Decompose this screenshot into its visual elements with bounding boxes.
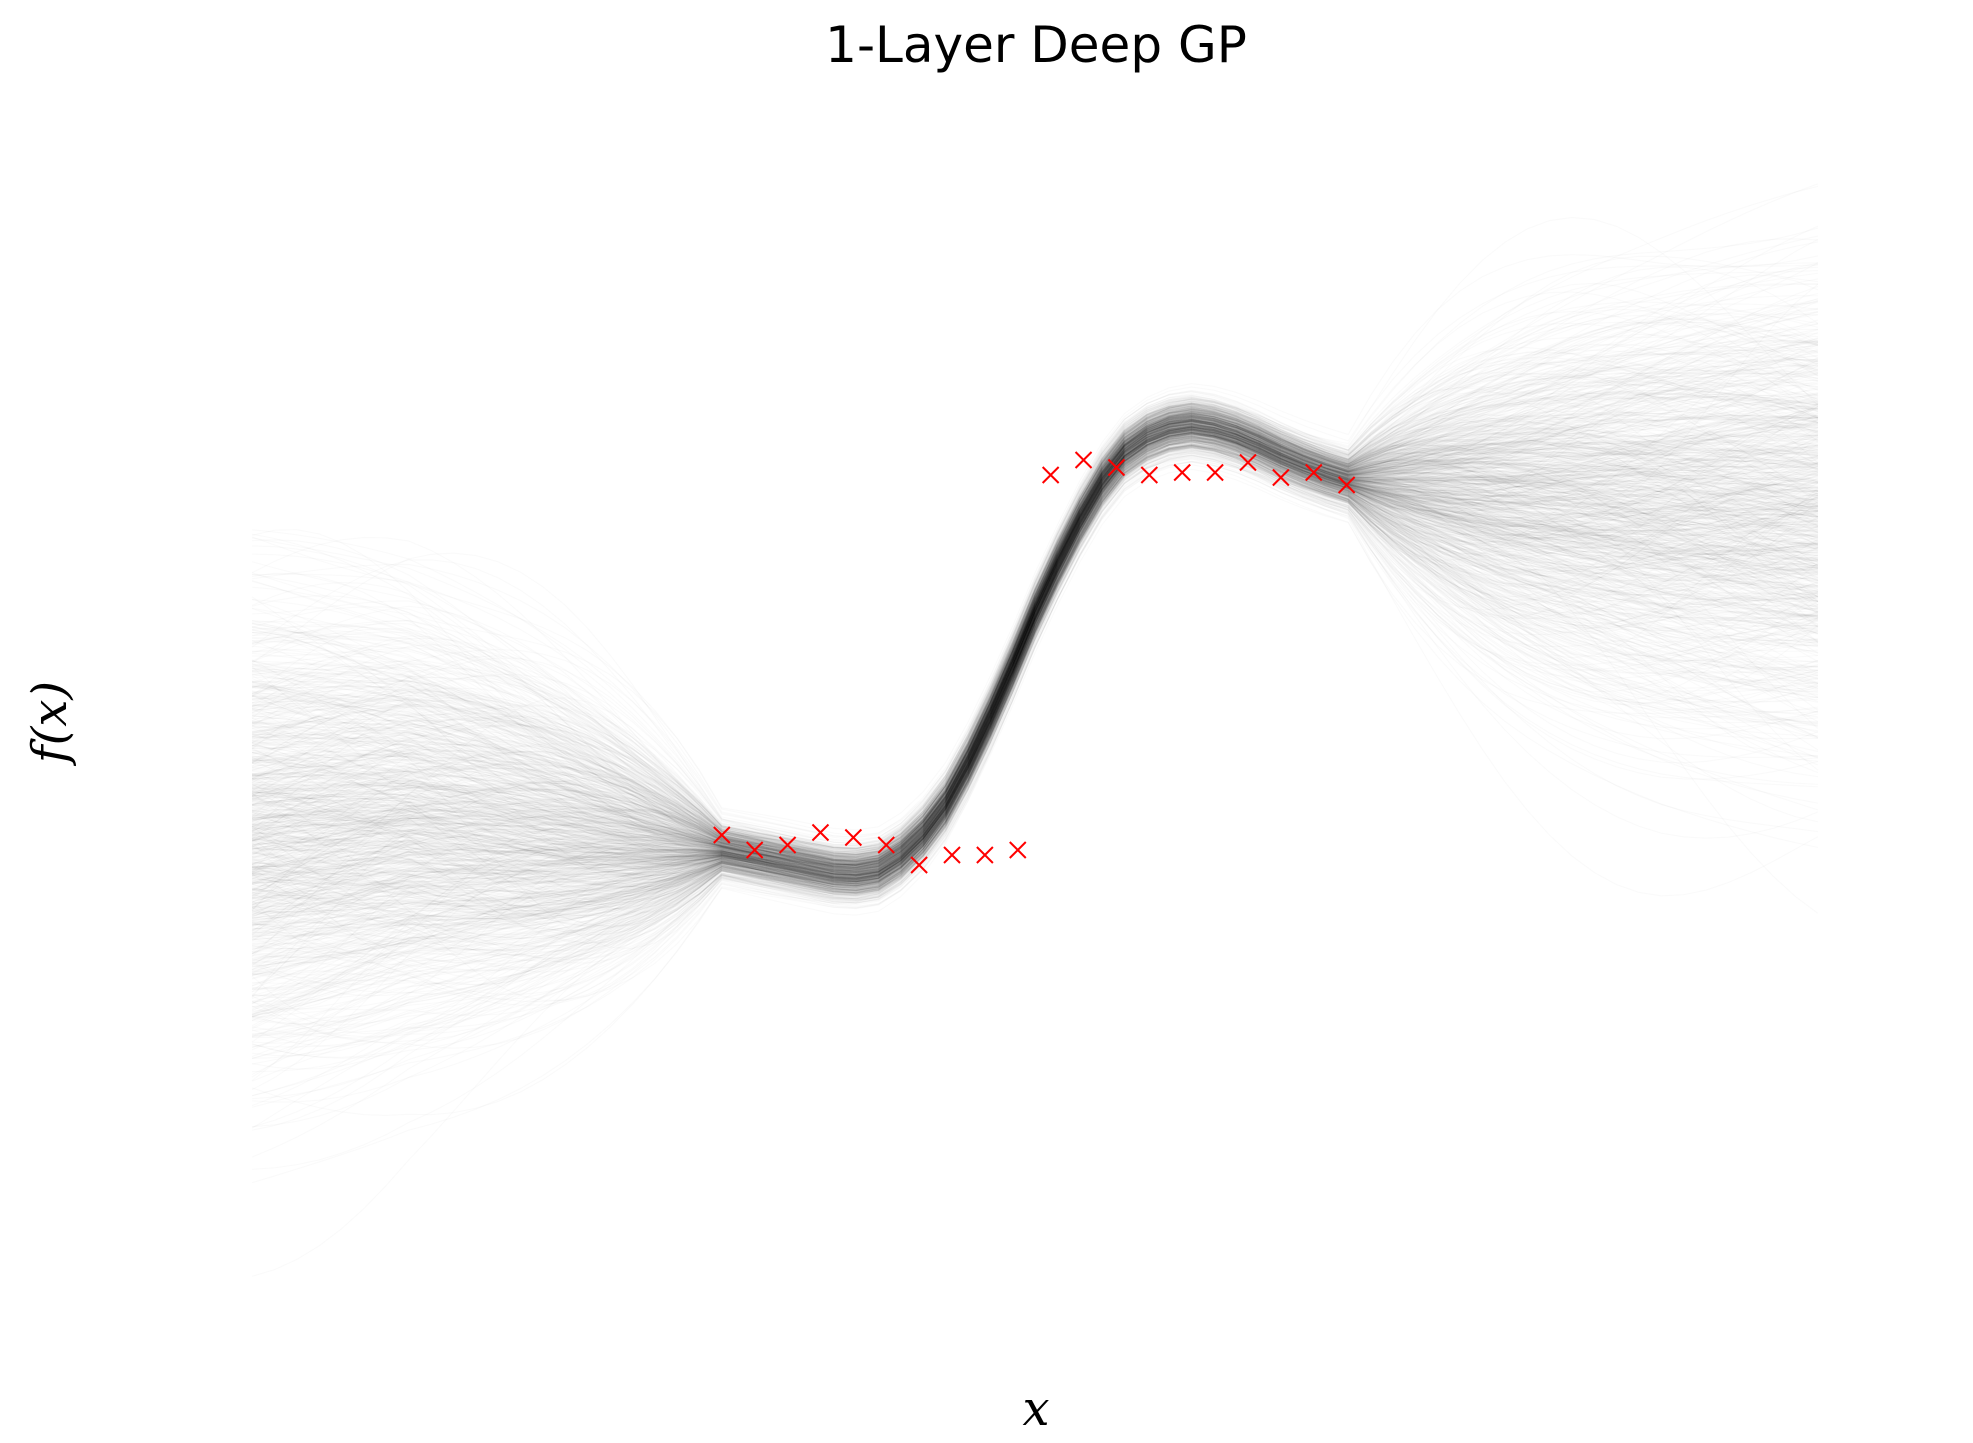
data-point: [1009, 841, 1027, 859]
x-axis-label: x: [1022, 1381, 1049, 1437]
data-point: [1140, 466, 1159, 484]
data-point: [1107, 458, 1126, 477]
data-point: [745, 841, 764, 859]
data-point: [844, 828, 863, 847]
data-point: [778, 836, 797, 854]
data-point: [1272, 468, 1290, 487]
chart-title: 1-Layer Deep GP: [825, 16, 1247, 74]
y-axis-label: f(x): [22, 681, 78, 766]
data-point: [1173, 463, 1191, 482]
data-point: [1074, 451, 1093, 469]
data-point: [713, 826, 731, 844]
data-point: [976, 846, 994, 864]
observations: [713, 451, 1356, 874]
data-point: [1206, 463, 1224, 482]
data-point: [1337, 476, 1356, 494]
data-point: [877, 836, 895, 854]
posterior-samples: [252, 184, 1818, 1277]
data-point: [811, 823, 830, 842]
data-point: [1305, 463, 1323, 482]
data-point: [1239, 453, 1257, 472]
data-point: [1041, 466, 1060, 484]
data-point: [910, 856, 928, 874]
data-point: [943, 846, 961, 864]
